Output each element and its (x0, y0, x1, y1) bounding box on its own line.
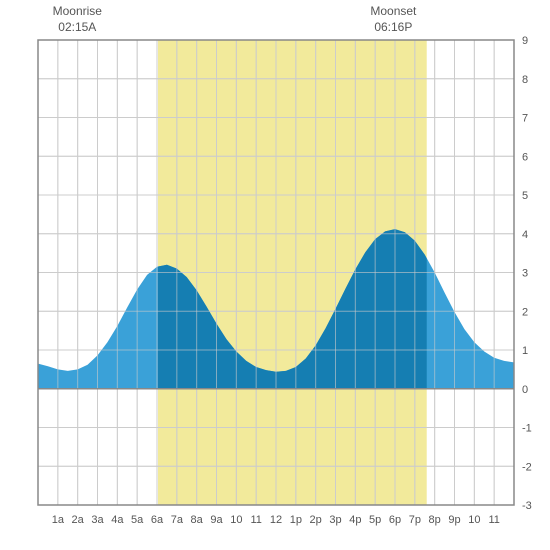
x-tick-label: 1p (290, 514, 302, 526)
moonrise-time: 02:15A (58, 20, 96, 34)
moonrise-title: Moonrise (53, 4, 102, 18)
moonrise-label: Moonrise 02:15A (53, 4, 102, 35)
y-tick-label: 9 (522, 35, 528, 47)
x-tick-label: 4p (349, 514, 361, 526)
x-tick-label: 3a (91, 514, 104, 526)
chart-svg: -3-2-101234567891a2a3a4a5a6a7a8a9a101112… (0, 0, 550, 550)
x-tick-label: 8a (191, 514, 204, 526)
y-tick-label: 4 (522, 229, 528, 241)
y-tick-label: -2 (522, 461, 532, 473)
x-tick-label: 5p (369, 514, 381, 526)
y-tick-label: -3 (522, 500, 532, 512)
y-tick-label: -1 (522, 423, 532, 435)
moonset-time: 06:16P (374, 20, 412, 34)
y-tick-label: 1 (522, 345, 528, 357)
y-tick-label: 2 (522, 306, 528, 318)
y-tick-label: 7 (522, 113, 528, 125)
x-tick-label: 10 (230, 514, 242, 526)
x-tick-label: 2p (310, 514, 322, 526)
x-tick-label: 4a (111, 514, 124, 526)
x-tick-label: 11 (488, 514, 499, 526)
tide-chart: Moonrise 02:15A Moonset 06:16P -3-2-1012… (0, 0, 550, 550)
x-tick-label: 2a (72, 514, 85, 526)
x-tick-label: 7p (409, 514, 421, 526)
x-tick-label: 1a (52, 514, 65, 526)
x-tick-label: 9p (448, 514, 460, 526)
moonset-label: Moonset 06:16P (370, 4, 416, 35)
x-tick-label: 6a (151, 514, 164, 526)
x-tick-label: 8p (429, 514, 441, 526)
x-tick-label: 7a (171, 514, 184, 526)
x-tick-label: 9a (210, 514, 223, 526)
x-tick-label: 10 (468, 514, 480, 526)
y-tick-label: 5 (522, 190, 528, 202)
y-tick-label: 6 (522, 151, 528, 163)
y-tick-label: 3 (522, 268, 528, 280)
x-tick-label: 11 (250, 514, 261, 526)
moonset-title: Moonset (370, 4, 416, 18)
x-tick-label: 12 (270, 514, 282, 526)
y-tick-label: 0 (522, 384, 528, 396)
x-tick-label: 3p (329, 514, 341, 526)
y-tick-label: 8 (522, 74, 528, 86)
x-tick-label: 5a (131, 514, 144, 526)
x-tick-label: 6p (389, 514, 401, 526)
